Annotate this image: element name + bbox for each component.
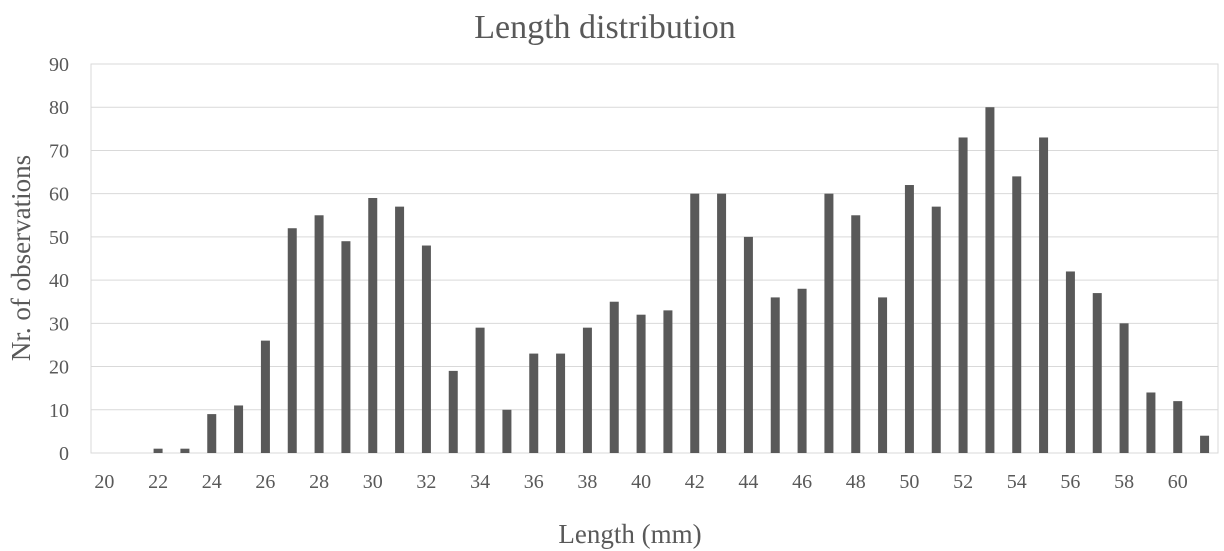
- y-tick-label: 70: [49, 140, 69, 162]
- x-tick-label: 32: [416, 471, 436, 493]
- x-tick-label: 42: [685, 471, 705, 493]
- y-tick-label: 0: [59, 443, 69, 465]
- bar-26: [260, 340, 270, 453]
- bar-49: [878, 297, 888, 453]
- bar-33: [448, 370, 458, 453]
- bar-50: [904, 185, 914, 453]
- bar-23: [180, 448, 190, 453]
- bar-44: [743, 236, 753, 453]
- gridlines: [90, 63, 1219, 454]
- bar-31: [395, 206, 405, 453]
- bar-27: [287, 228, 297, 453]
- bar-39: [609, 301, 619, 453]
- y-tick-labels: 0 10 20 30 40 50 60 70 80 90: [49, 54, 69, 465]
- x-tick-label: 54: [1007, 471, 1027, 493]
- x-tick-label: 56: [1060, 471, 1080, 493]
- bar-28: [314, 215, 324, 453]
- x-tick-label: 26: [255, 471, 275, 493]
- bar-46: [797, 288, 807, 453]
- y-tick-label: 30: [49, 313, 69, 335]
- bar-61: [1200, 435, 1210, 453]
- bar-35: [502, 409, 512, 453]
- y-tick-label: 60: [49, 184, 69, 206]
- y-axis-title: Nr. of observations: [6, 155, 36, 361]
- bar-34: [475, 327, 485, 453]
- bar-38: [582, 327, 592, 453]
- bar-36: [529, 353, 539, 453]
- bar-60: [1173, 401, 1183, 453]
- x-tick-label: 30: [363, 471, 383, 493]
- x-tick-label: 58: [1114, 471, 1134, 493]
- bar-29: [341, 241, 351, 453]
- bar-32: [421, 245, 431, 453]
- bar-51: [931, 206, 941, 453]
- x-tick-label: 40: [631, 471, 651, 493]
- bar-22: [153, 448, 163, 453]
- x-tick-label: 60: [1168, 471, 1188, 493]
- x-tick-label: 44: [738, 471, 758, 493]
- bar-56: [1065, 271, 1075, 453]
- x-tick-label: 46: [792, 471, 812, 493]
- bar-25: [234, 405, 244, 453]
- bar-41: [663, 310, 673, 453]
- bar-47: [824, 193, 834, 454]
- bar-59: [1146, 392, 1156, 453]
- bar-55: [1039, 137, 1049, 454]
- bar-53: [985, 107, 995, 453]
- x-tick-label: 28: [309, 471, 329, 493]
- x-tick-label: 34: [470, 471, 490, 493]
- x-axis-title: Length (mm): [558, 519, 701, 549]
- y-tick-label: 80: [49, 97, 69, 119]
- x-tick-label: 22: [148, 471, 168, 493]
- y-tick-label: 90: [49, 54, 69, 76]
- bar-42: [690, 193, 700, 454]
- chart-title: Length distribution: [474, 9, 736, 46]
- x-tick-label: 48: [846, 471, 866, 493]
- x-tick-label: 38: [577, 471, 597, 493]
- plot-area-border: [90, 63, 1219, 454]
- bar-54: [1012, 176, 1022, 453]
- bar-24: [207, 414, 217, 453]
- x-tick-label: 24: [202, 471, 222, 493]
- bar-48: [851, 215, 861, 453]
- x-tick-label: 20: [94, 471, 114, 493]
- x-tick-label: 50: [899, 471, 919, 493]
- x-tick-label: 36: [524, 471, 544, 493]
- x-tick-label: 52: [953, 471, 973, 493]
- bar-40: [636, 314, 646, 453]
- bar-37: [556, 353, 566, 453]
- y-tick-label: 20: [49, 357, 69, 379]
- y-tick-label: 40: [49, 270, 69, 292]
- bars: [153, 107, 1210, 454]
- y-tick-label: 10: [49, 400, 69, 422]
- bar-45: [770, 297, 780, 453]
- bar-58: [1119, 323, 1129, 453]
- bar-57: [1092, 293, 1102, 453]
- bar-43: [717, 193, 727, 454]
- y-tick-label: 50: [49, 227, 69, 249]
- x-tick-labels: 20 22 24 26 28 30 32 34 36 38 40 42 44 46 48 50 52 54 56 58…: [94, 471, 1187, 493]
- bar-30: [368, 197, 378, 453]
- bar-52: [958, 137, 968, 454]
